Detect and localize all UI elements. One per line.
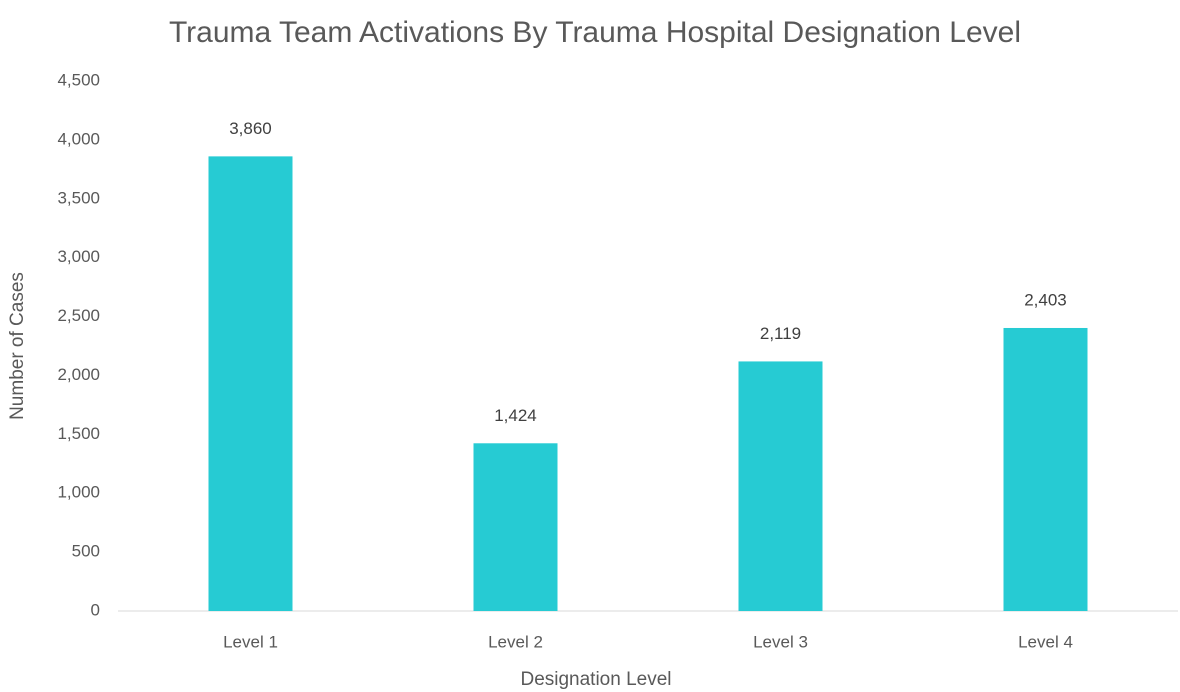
data-label: 2,119 [760, 324, 801, 343]
data-label: 3,860 [229, 119, 272, 138]
y-tick-label: 0 [91, 600, 100, 619]
y-tick-label: 2,500 [57, 306, 100, 325]
bar [473, 443, 558, 611]
x-axis-title: Designation Level [520, 669, 671, 690]
y-tick-label: 4,000 [57, 129, 100, 148]
data-label: 1,424 [494, 406, 537, 425]
y-tick-label: 3,000 [57, 247, 100, 266]
y-tick-label: 1,500 [57, 424, 100, 443]
y-tick-label: 4,500 [57, 70, 100, 89]
x-tick-label: Level 2 [488, 632, 543, 651]
x-tick-label: Level 1 [223, 632, 278, 651]
y-tick-label: 3,500 [57, 188, 100, 207]
bar [738, 361, 823, 611]
x-tick-label: Level 4 [1018, 632, 1073, 651]
y-axis-title: Number of Cases [7, 272, 28, 420]
x-tick-label: Level 3 [753, 632, 808, 651]
data-label: 2,403 [1024, 290, 1067, 309]
bar [1003, 327, 1088, 611]
bar [208, 156, 293, 611]
chart-title: Trauma Team Activations By Trauma Hospit… [169, 16, 1021, 49]
y-tick-label: 500 [72, 542, 100, 561]
y-tick-label: 2,000 [57, 365, 100, 384]
y-tick-label: 1,000 [57, 483, 100, 502]
